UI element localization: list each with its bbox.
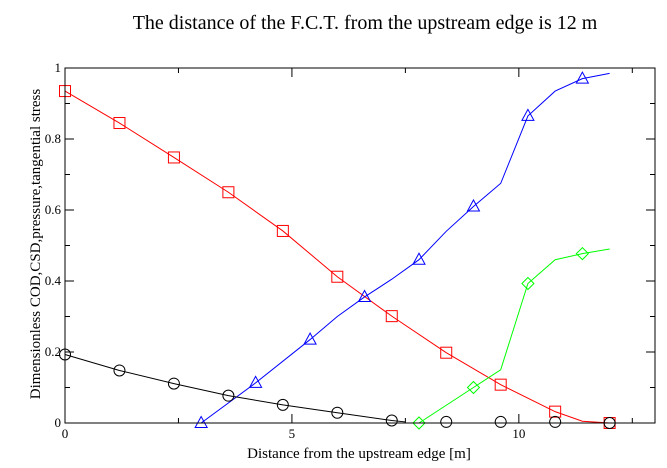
series-3-point-5 <box>331 406 344 419</box>
x-axis-label: Distance from the upstream edge [m] <box>247 446 471 462</box>
series-3-line <box>64 354 406 423</box>
series-2-line <box>418 248 610 424</box>
x-tick-label: 0 <box>62 426 69 441</box>
series-3-point-3 <box>222 389 235 402</box>
y-tick-label: 1 <box>55 60 62 75</box>
series-1-point-1 <box>248 375 263 388</box>
plot-frame <box>64 67 656 424</box>
series-0-point-5 <box>331 270 344 283</box>
y-tick-label: 0.8 <box>45 131 61 146</box>
x-tick-label: 10 <box>512 426 525 441</box>
x-tick-label: 5 <box>289 426 296 441</box>
series-0-point-8 <box>494 378 507 391</box>
series-2-point-3 <box>575 246 590 261</box>
axis-ticks: 0 5 10 0 0.2 0.4 0.6 0.8 1 <box>45 60 655 441</box>
y-tick-label: 0 <box>55 415 62 430</box>
series-3-point-7 <box>440 415 453 428</box>
series-0-point-3 <box>222 186 235 199</box>
plot-area <box>59 71 616 430</box>
series-3-point-8 <box>494 415 507 428</box>
y-tick-label: 0.4 <box>45 273 62 288</box>
series-1-point-2 <box>303 332 317 345</box>
series-1-point-7 <box>575 71 590 84</box>
series-1-point-3 <box>357 289 372 302</box>
series-3-point-6 <box>385 414 398 427</box>
chart-title: The distance of the F.C.T. from the upst… <box>133 12 598 34</box>
series-3-point-4 <box>276 398 289 411</box>
series-3-point-1 <box>113 364 126 377</box>
series-0-point-6 <box>385 310 398 323</box>
y-tick-label: 0.6 <box>45 202 62 217</box>
series-3-point-9 <box>549 415 562 428</box>
series-0-line <box>64 90 610 424</box>
series-3-point-2 <box>167 377 180 390</box>
series-0-point-4 <box>276 224 289 237</box>
series-1-line <box>200 72 610 424</box>
series-0-point-9 <box>549 405 562 418</box>
y-tick-label: 0.2 <box>45 344 61 359</box>
series-1-point-5 <box>466 198 481 212</box>
y-axis-label: Dimensionless COD,CSD,pressure,tangentia… <box>28 89 44 400</box>
series-2-point-1 <box>466 380 481 395</box>
series-1-point-4 <box>412 252 426 265</box>
series-1-point-6 <box>521 108 535 121</box>
series-0-point-7 <box>440 346 453 359</box>
series-2-point-2 <box>521 276 535 291</box>
series-0-point-1 <box>113 117 126 130</box>
series-2-point-0 <box>412 416 426 430</box>
series-1-point-0 <box>194 415 208 428</box>
series-0-point-2 <box>167 151 180 164</box>
